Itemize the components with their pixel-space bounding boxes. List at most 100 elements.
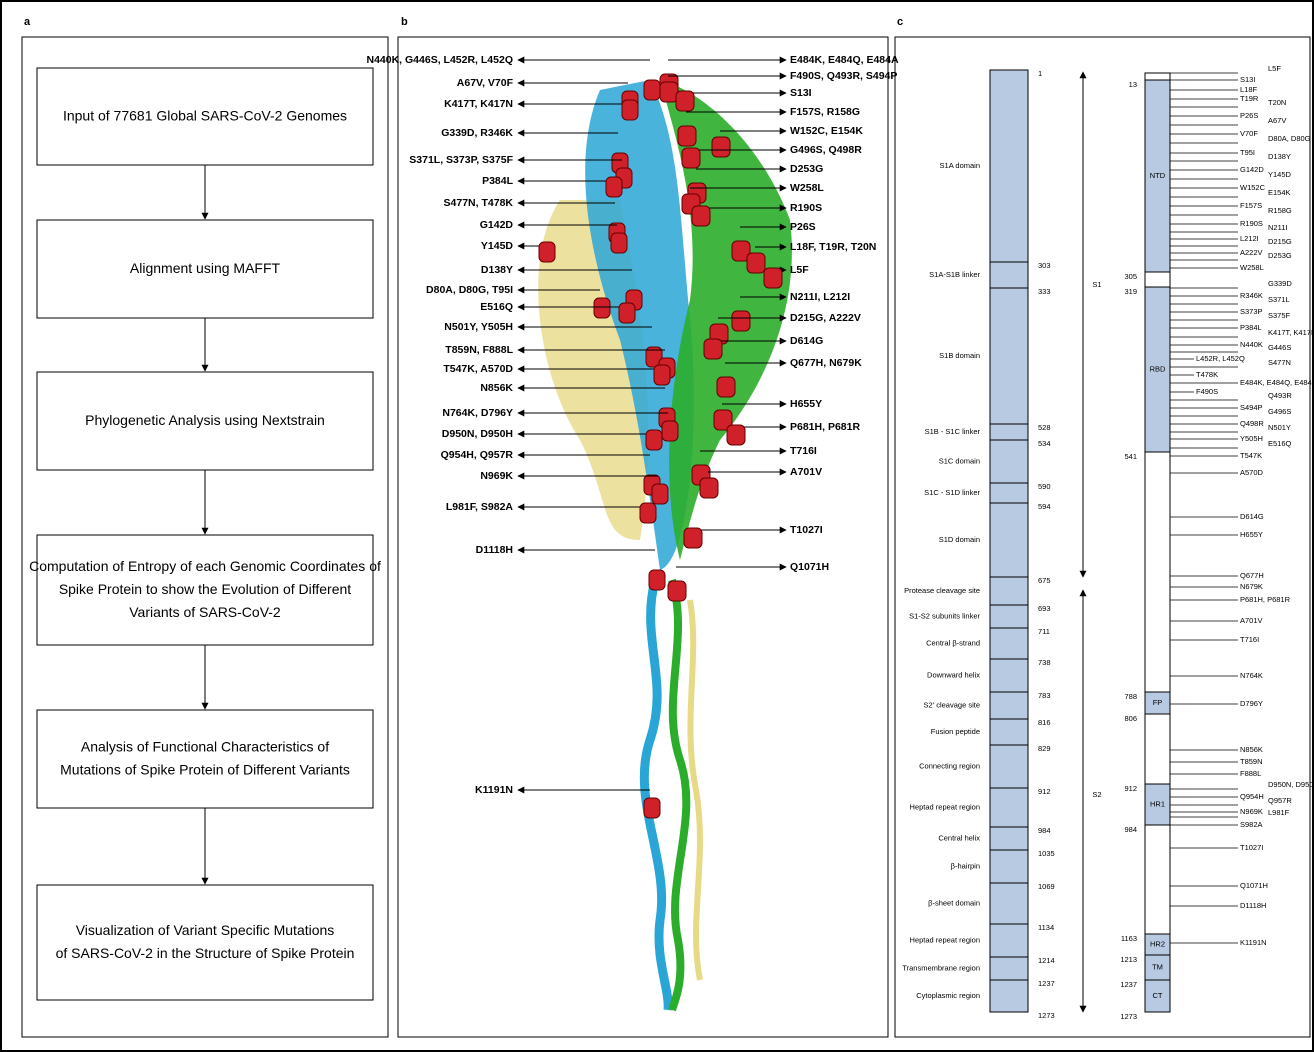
residue-number: 1069 (1038, 882, 1055, 891)
panel-label: c (897, 16, 903, 28)
mutation-label: T716I (790, 445, 817, 457)
region-name: S1B domain (939, 351, 980, 360)
mutation-label: Q493R (1268, 391, 1292, 400)
mutation-label: N856K (480, 382, 513, 394)
mutation-site (668, 581, 686, 601)
mutation-label: L18F, T19R, T20N (790, 241, 876, 253)
mutation-label: N856K (1240, 745, 1263, 754)
mutation-label: Q957R (1268, 796, 1292, 805)
mutation-label: S375F (1268, 311, 1291, 320)
residue-number: 1 (1038, 69, 1042, 78)
mutation-label: G496S, Q498R (790, 144, 862, 156)
mutation-site (644, 798, 660, 818)
mutation-site (678, 126, 696, 146)
mutation-label: G446S (1268, 343, 1291, 352)
mutation-label: L18F (1240, 85, 1258, 94)
mutation-label: T859N (1240, 757, 1263, 766)
region-bar (990, 70, 1028, 1012)
mutation-label: S371L, S373P, S375F (409, 154, 513, 166)
step-box (37, 710, 373, 808)
mutation-label: G339D, R346K (441, 127, 513, 139)
mutation-label: P26S (1240, 111, 1258, 120)
region-name: S2' cleavage site (924, 700, 980, 709)
mutation-label: N764K (1240, 671, 1263, 680)
step-text: Analysis of Functional Characteristics o… (60, 738, 350, 777)
region-name: Heptad repeat region (910, 802, 980, 811)
mutation-label: L981F (1268, 808, 1290, 817)
residue-number: 675 (1038, 576, 1051, 585)
mutation-label: N969K (480, 470, 513, 482)
mutation-label: T1027I (1240, 843, 1263, 852)
residue-number: 1035 (1038, 849, 1055, 858)
mutation-label: D253G (1268, 251, 1292, 260)
mutation-label: D950N, D950H (1268, 780, 1314, 789)
mutation-site (619, 303, 635, 323)
mutation-label: R158G (1268, 206, 1292, 215)
mutation-site (727, 425, 745, 445)
domain-position: 319 (1124, 287, 1137, 296)
residue-number: 590 (1038, 482, 1051, 491)
mutation-label: R190S (1240, 219, 1263, 228)
mutation-site (704, 339, 722, 359)
mutation-label: F490S (1196, 387, 1218, 396)
mutation-label: D215G (1268, 237, 1292, 246)
region-name: Central helix (938, 833, 980, 842)
mutation-label: W152C (1240, 183, 1266, 192)
residue-number: 738 (1038, 658, 1051, 667)
mutation-label: S982A (1240, 820, 1263, 829)
mutation-label: P384L (1240, 323, 1262, 332)
mutation-label: P681H, P681R (1240, 595, 1291, 604)
domain-position: 806 (1124, 714, 1137, 723)
mutation-label: D215G, A222V (790, 312, 861, 324)
mutation-site (692, 206, 710, 226)
mutation-label: W258L (790, 182, 824, 194)
mutation-label: A67V (1268, 116, 1286, 125)
mutation-label: D614G (1240, 512, 1264, 521)
region-name: Downward helix (927, 670, 980, 679)
mutation-site (611, 233, 627, 253)
mutation-label: D614G (790, 335, 823, 347)
domain-position: 13 (1129, 80, 1137, 89)
mutation-label: H655Y (1240, 530, 1263, 539)
step-text: Computation of Entropy of each Genomic C… (29, 558, 381, 620)
domain-position: 305 (1124, 272, 1137, 281)
mutation-label: N764K, D796Y (442, 407, 513, 419)
mutation-label: F157S, R158G (790, 106, 860, 118)
mutation-label: E154K (1268, 188, 1291, 197)
mutation-label: Q498R (1240, 419, 1264, 428)
mutation-label: T716I (1240, 635, 1259, 644)
mutation-label: K1191N (1240, 938, 1267, 947)
residue-number: 333 (1038, 287, 1051, 296)
region-name: S1C - S1D linker (924, 488, 980, 497)
panel-label: b (401, 16, 408, 28)
mutation-label: N440K, G446S, L452R, L452Q (367, 54, 514, 66)
region-name: β-sheet domain (928, 898, 980, 907)
mutation-label: D138Y (481, 264, 513, 276)
mutation-label: D253G (790, 163, 823, 175)
residue-number: 783 (1038, 691, 1051, 700)
mutation-label: S13I (790, 87, 812, 99)
domain-position: 912 (1124, 784, 1137, 793)
mutation-label: Y505H (1240, 434, 1263, 443)
mutation-label: G496S (1268, 407, 1291, 416)
mutation-label: Q1071H (1240, 881, 1268, 890)
region-name: S1A domain (940, 161, 980, 170)
mutation-label: T547K, A570D (443, 363, 513, 375)
mutation-label: D138Y (1268, 152, 1291, 161)
mutation-label: T547K (1240, 451, 1262, 460)
mutation-label: E484K, E484Q, E484A (790, 54, 899, 66)
mutation-label: Y145D (1268, 170, 1292, 179)
mutation-label: Q1071H (790, 561, 829, 573)
mutation-label: T20N (1268, 98, 1286, 107)
mutation-label: F888L (1240, 769, 1261, 778)
mutation-label: L981F, S982A (446, 501, 514, 513)
mutation-label: K417T, K417N (444, 98, 513, 110)
domain-name: HR1 (1150, 799, 1165, 808)
domain-position: 984 (1124, 825, 1137, 834)
mutation-label: Q954H (1240, 792, 1264, 801)
mutation-label: K417T, K417N (1268, 328, 1314, 337)
mutation-site (654, 365, 670, 385)
mutation-label: D80A, D80G, T95I (426, 284, 513, 296)
mutation-site (644, 80, 660, 100)
panel-label: a (24, 16, 31, 28)
